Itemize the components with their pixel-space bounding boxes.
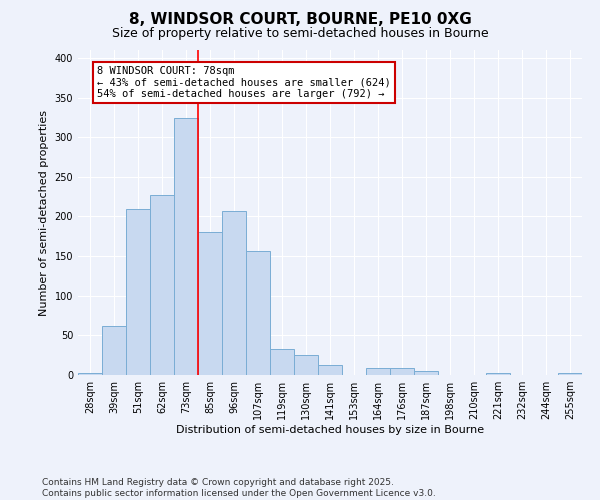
X-axis label: Distribution of semi-detached houses by size in Bourne: Distribution of semi-detached houses by … <box>176 425 484 435</box>
Bar <box>78 374 102 375</box>
Text: 8 WINDSOR COURT: 78sqm
← 43% of semi-detached houses are smaller (624)
54% of se: 8 WINDSOR COURT: 78sqm ← 43% of semi-det… <box>97 66 391 99</box>
Bar <box>414 371 438 375</box>
Y-axis label: Number of semi-detached properties: Number of semi-detached properties <box>39 110 49 316</box>
Bar <box>294 355 318 375</box>
Bar <box>366 368 390 375</box>
Bar <box>390 368 414 375</box>
Bar <box>222 211 246 375</box>
Text: 8, WINDSOR COURT, BOURNE, PE10 0XG: 8, WINDSOR COURT, BOURNE, PE10 0XG <box>128 12 472 28</box>
Bar <box>198 232 222 375</box>
Bar <box>486 372 510 375</box>
Text: Contains HM Land Registry data © Crown copyright and database right 2025.
Contai: Contains HM Land Registry data © Crown c… <box>42 478 436 498</box>
Bar <box>318 364 342 375</box>
Bar <box>270 349 294 375</box>
Bar <box>126 210 150 375</box>
Bar <box>102 326 126 375</box>
Text: Size of property relative to semi-detached houses in Bourne: Size of property relative to semi-detach… <box>112 28 488 40</box>
Bar <box>174 118 198 375</box>
Bar <box>150 195 174 375</box>
Bar <box>246 250 270 375</box>
Bar <box>558 374 582 375</box>
